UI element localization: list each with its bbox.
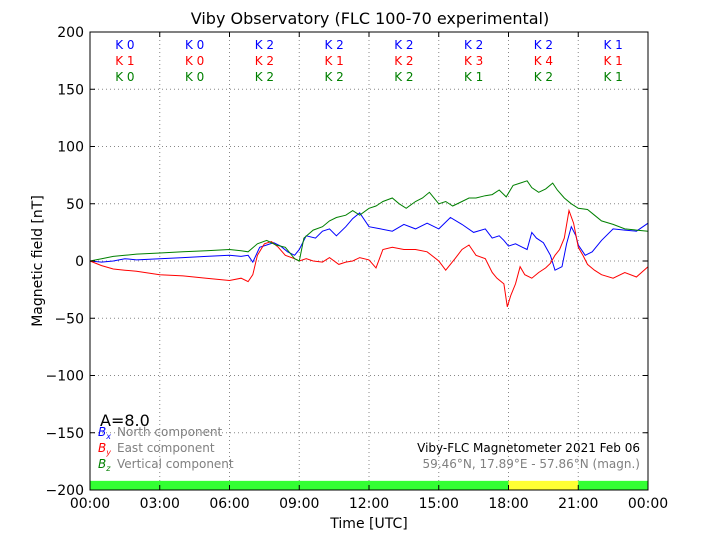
x-tick-label: 03:00 bbox=[140, 496, 180, 512]
k-index-label: K 2 bbox=[534, 38, 553, 52]
y-tick-label: 100 bbox=[57, 140, 84, 156]
series-line-bz bbox=[89, 180, 649, 262]
magnetometer-info: Viby-FLC Magnetometer 2021 Feb 06 bbox=[417, 441, 640, 455]
y-tick-label: −150 bbox=[46, 426, 84, 442]
legend-label: East component bbox=[117, 441, 215, 455]
x-tick-label: 09:00 bbox=[279, 496, 319, 512]
y-tick-label: 0 bbox=[75, 254, 84, 270]
y-axis-ticks: 200 150 100 50 0 −50 −100 −150 −200 bbox=[46, 25, 648, 499]
k-index-label: K 2 bbox=[255, 70, 274, 84]
k-index-label: K 1 bbox=[324, 54, 343, 68]
k-index-label: K 1 bbox=[115, 54, 134, 68]
x-tick-label: 15:00 bbox=[419, 496, 459, 512]
y-axis-label: Magnetic field [nT] bbox=[30, 195, 46, 327]
k-index-table: K 0 K 0 K 2 K 2 K 2 K 2 K 2 K 1 K 1 K 0 K 2 K 1 K 2 K… bbox=[115, 38, 623, 84]
k-index-label: K 2 bbox=[464, 38, 483, 52]
k-index-label: K 2 bbox=[324, 38, 343, 52]
series-lines bbox=[89, 180, 649, 307]
k-index-label: K 1 bbox=[603, 70, 622, 84]
y-tick-label: −50 bbox=[54, 311, 84, 327]
k-index-label: K 2 bbox=[394, 38, 413, 52]
legend-symbol: By bbox=[98, 441, 111, 457]
k-index-label: K 2 bbox=[534, 70, 553, 84]
y-tick-label: 50 bbox=[66, 197, 84, 213]
x-axis-ticks: 00:00 03:00 06:00 09:00 12:00 15:00 18:00 21:00… bbox=[70, 32, 668, 512]
x-tick-label: 21:00 bbox=[558, 496, 598, 512]
a-index: A=8.0 bbox=[100, 411, 150, 430]
series-line-by bbox=[89, 208, 649, 307]
k-index-label: K 0 bbox=[185, 38, 204, 52]
x-tick-label: 12:00 bbox=[349, 496, 389, 512]
x-axis-label: Time [UTC] bbox=[329, 516, 407, 532]
grid bbox=[90, 32, 648, 490]
k-index-label: K 2 bbox=[324, 70, 343, 84]
k-index-label: K 2 bbox=[255, 38, 274, 52]
k-index-label: K 2 bbox=[394, 54, 413, 68]
legend-symbol: Bz bbox=[98, 457, 111, 473]
k-index-label: K 1 bbox=[603, 54, 622, 68]
x-tick-label: 00:00 bbox=[628, 496, 668, 512]
x-tick-label: 00:00 bbox=[70, 496, 110, 512]
series-line-bx bbox=[89, 212, 649, 271]
y-tick-label: 200 bbox=[57, 25, 84, 41]
k-index-label: K 0 bbox=[185, 70, 204, 84]
y-tick-label: −200 bbox=[46, 483, 84, 499]
x-tick-label: 06:00 bbox=[209, 496, 249, 512]
k-index-label: K 0 bbox=[115, 38, 134, 52]
y-tick-label: 150 bbox=[57, 82, 84, 98]
chart-title: Viby Observatory (FLC 100-70 experimenta… bbox=[191, 9, 550, 28]
k-index-label: K 2 bbox=[394, 70, 413, 84]
y-tick-label: −100 bbox=[46, 369, 84, 385]
station-coordinates: 59.46°N, 17.89°E - 57.86°N (magn.) bbox=[423, 457, 640, 471]
k-index-label: K 1 bbox=[464, 70, 483, 84]
k-index-label: K 4 bbox=[534, 54, 553, 68]
legend-label: North component bbox=[117, 425, 223, 439]
k-index-label: K 0 bbox=[115, 70, 134, 84]
x-tick-label: 18:00 bbox=[488, 496, 528, 512]
activity-bar-segment bbox=[508, 480, 579, 490]
k-index-label: K 3 bbox=[464, 54, 483, 68]
k-index-label: K 0 bbox=[185, 54, 204, 68]
k-index-label: K 1 bbox=[603, 38, 622, 52]
legend-label: Vertical component bbox=[117, 457, 234, 471]
k-index-label: K 2 bbox=[255, 54, 274, 68]
activity-bar-segment bbox=[578, 480, 648, 490]
